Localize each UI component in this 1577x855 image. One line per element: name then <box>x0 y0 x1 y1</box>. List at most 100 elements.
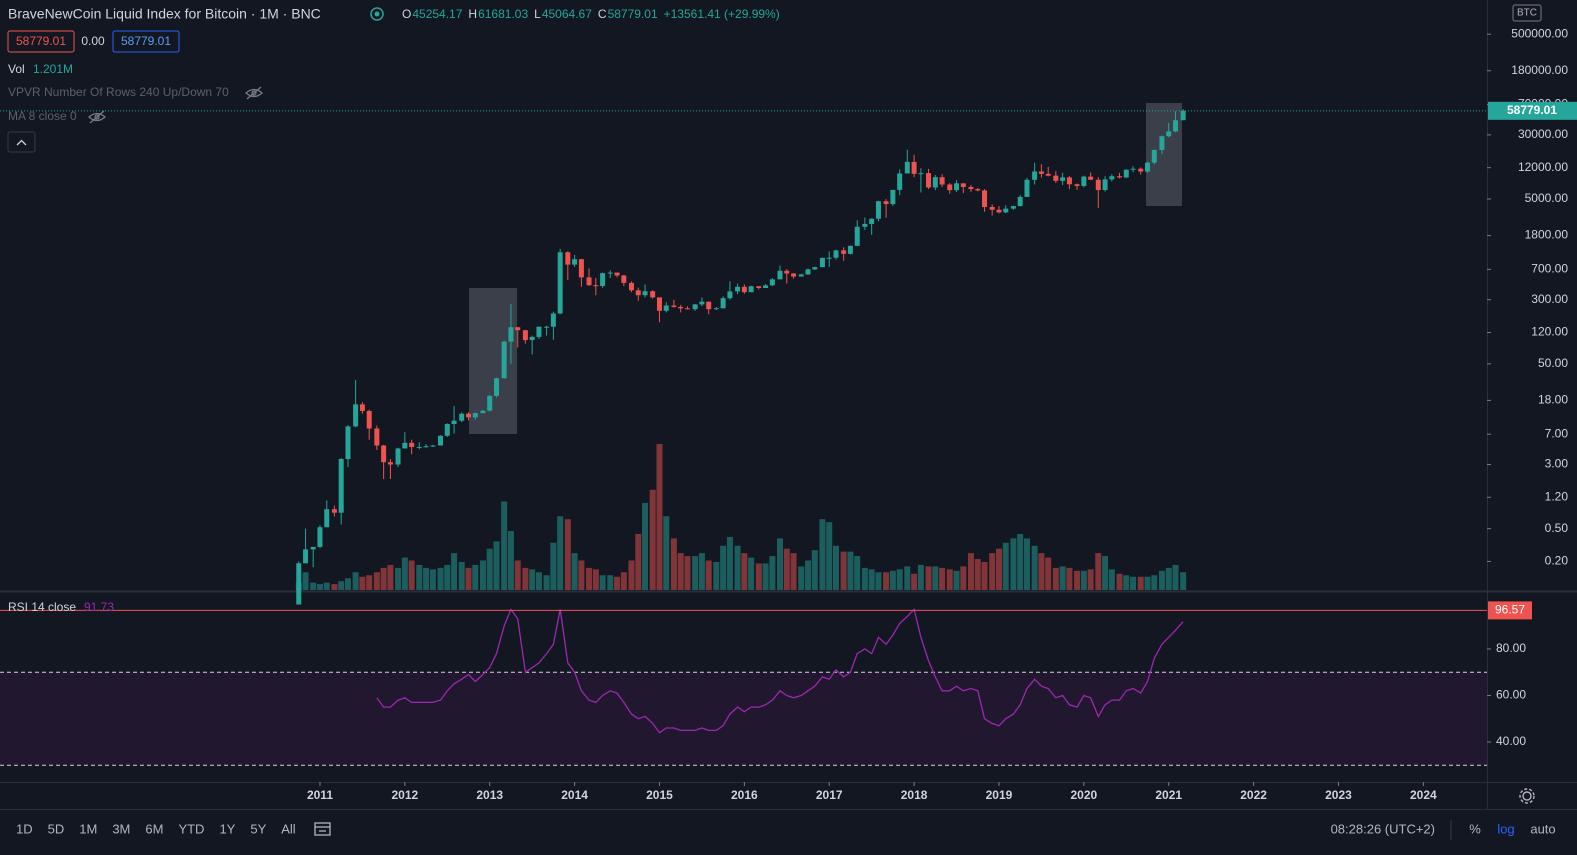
volume-bar <box>826 522 833 590</box>
timeframe-button[interactable]: 1Y <box>219 821 235 836</box>
rsi-line <box>376 608 1184 734</box>
volume-bar <box>1116 573 1123 590</box>
volume-bar <box>522 567 529 590</box>
volume-bar <box>550 542 557 590</box>
candle-body <box>854 226 860 246</box>
volume-bar <box>677 553 684 590</box>
candle-body <box>1102 179 1108 191</box>
volume-bar <box>479 560 486 590</box>
collapse-button[interactable] <box>7 131 36 153</box>
candle-body <box>805 269 811 275</box>
candle-body <box>1081 176 1087 186</box>
volume-bar <box>310 582 317 590</box>
candle-body <box>402 442 408 449</box>
candle-body <box>501 341 507 379</box>
volume-bar <box>847 551 854 590</box>
ohlc-legend: O 45254.17 H 61681.03 L 45064.67 C 58779.01 <box>402 7 658 21</box>
volume-bar <box>889 570 896 590</box>
price-box[interactable] <box>112 30 180 53</box>
candle-body <box>812 267 818 270</box>
candle-body <box>841 250 847 254</box>
x-tick-label: 2016 <box>731 788 758 802</box>
volume-bar <box>437 567 444 590</box>
price-box[interactable] <box>7 30 75 53</box>
volume-bar <box>783 548 790 590</box>
candle-body <box>926 173 932 188</box>
volume-bar <box>1165 567 1172 590</box>
timeframe-button[interactable]: 5D <box>48 821 65 836</box>
x-tick-label: 2012 <box>391 788 418 802</box>
volume-bar <box>331 584 338 590</box>
volume-bar <box>798 566 805 590</box>
y-tick-label: 7.00 <box>1545 426 1569 440</box>
volume-bar <box>578 560 585 590</box>
highlight-rectangle[interactable] <box>469 288 517 434</box>
plot-area <box>0 109 1487 766</box>
x-tick-label: 2020 <box>1070 788 1097 802</box>
candle-body <box>557 252 563 314</box>
currency-label: BTC <box>1517 8 1537 19</box>
y-tick-label: 5000.00 <box>1525 191 1569 205</box>
timeframe-button[interactable]: 1D <box>16 821 33 836</box>
candle-body <box>395 448 401 465</box>
last-price-label: 58779.01 <box>1507 103 1557 117</box>
volume-bar <box>776 538 783 590</box>
y-tick-label: 1800.00 <box>1525 228 1569 242</box>
candle-body <box>317 527 323 547</box>
rsi-tag <box>1488 601 1532 620</box>
volume-bar <box>1123 575 1130 590</box>
timeframe-button[interactable]: 6M <box>145 821 163 836</box>
hidden-icon[interactable] <box>245 86 263 100</box>
candle-body <box>353 404 359 427</box>
candle-body <box>777 270 783 280</box>
volume-bar <box>989 553 996 590</box>
candle-body <box>756 286 762 288</box>
candle-body <box>508 327 514 342</box>
scale-button[interactable]: log <box>1497 821 1514 836</box>
volume-bar <box>1144 576 1151 590</box>
volume-bar <box>592 569 599 590</box>
candle-body <box>748 286 754 293</box>
volume-bar <box>741 553 748 590</box>
hidden-icon[interactable] <box>88 110 106 124</box>
candle-body <box>614 272 620 276</box>
timeframe-button[interactable]: 3M <box>112 821 130 836</box>
volume-bar <box>932 566 939 590</box>
candle-body <box>1166 131 1172 137</box>
indicator-legend[interactable]: VPVR Number Of Rows 240 Up/Down 70 <box>8 85 229 99</box>
candle-body <box>1010 206 1016 209</box>
date-range-icon[interactable] <box>314 822 331 836</box>
timeframe-button[interactable]: YTD <box>178 821 204 836</box>
candle-body <box>1173 120 1179 132</box>
volume-bar <box>713 561 720 590</box>
rsi-value: 91.73 <box>84 600 114 614</box>
scale-button[interactable]: auto <box>1530 821 1555 836</box>
settings-icon[interactable] <box>1519 788 1535 804</box>
candle-body <box>713 308 719 310</box>
volume-bar <box>953 570 960 590</box>
x-tick-label: 2024 <box>1410 788 1437 802</box>
volume-bar <box>656 443 663 590</box>
candle-body <box>875 201 881 219</box>
timeframe-button[interactable]: 1M <box>79 821 97 836</box>
y-tick-label: 18.00 <box>1538 393 1568 407</box>
volume-bar <box>692 556 699 590</box>
volume-bar <box>373 572 380 590</box>
timeframe-button[interactable]: All <box>281 821 296 836</box>
y-tick-label: 180000.00 <box>1511 63 1568 77</box>
market-status-icon[interactable] <box>370 7 384 21</box>
volume-bar <box>720 545 727 590</box>
candle-body <box>791 273 797 277</box>
indicator-legend[interactable]: MA 8 close 0 <box>8 109 77 123</box>
scale-button[interactable]: % <box>1469 821 1481 836</box>
y-tick-label: 300.00 <box>1531 292 1568 306</box>
candle-body <box>338 458 344 513</box>
volume-bar <box>380 567 387 590</box>
candle-body <box>387 462 393 465</box>
candle-body <box>727 291 733 299</box>
highlight-rectangle[interactable] <box>1146 103 1182 206</box>
timeframe-button[interactable]: 5Y <box>250 821 266 836</box>
candle-body <box>897 173 903 190</box>
candle-body <box>494 378 500 396</box>
volume-bar <box>628 560 635 590</box>
